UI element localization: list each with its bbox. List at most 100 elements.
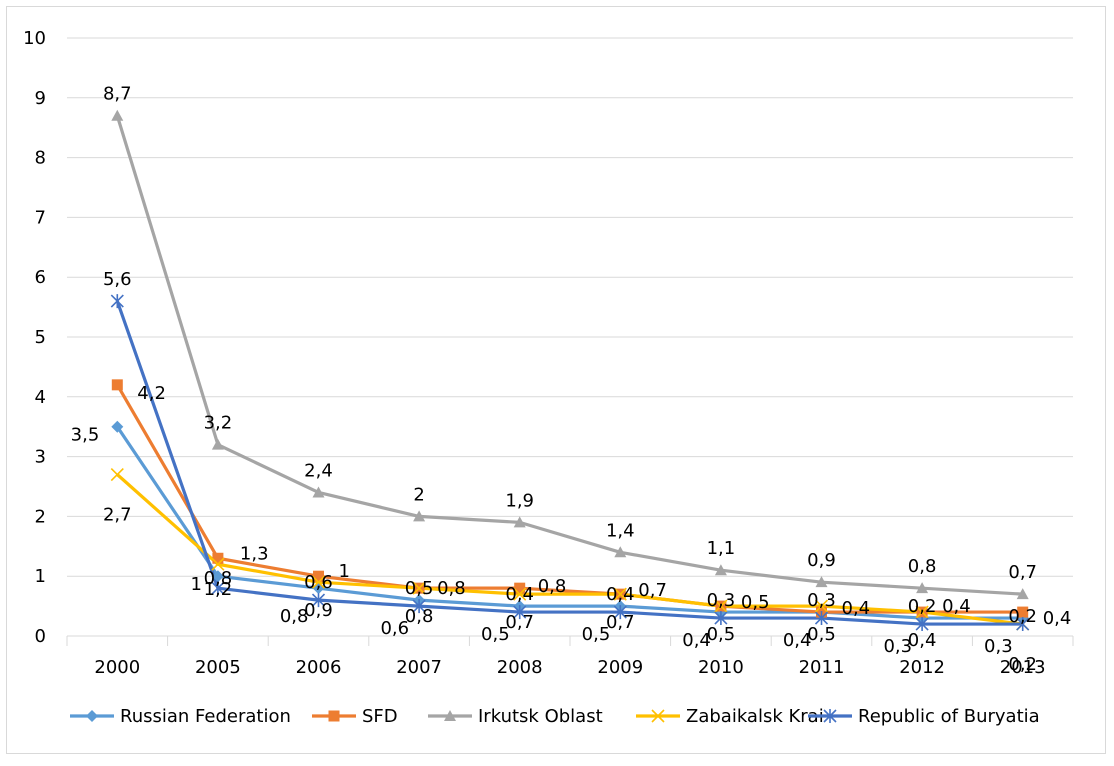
data-point-0	[111, 420, 124, 433]
data-label: 0,8	[280, 606, 309, 627]
data-label: 1,2	[204, 579, 233, 600]
data-label: 0,3	[883, 636, 912, 657]
data-point-4	[613, 605, 627, 620]
y-tick-label: 5	[35, 327, 46, 348]
data-label: 0,4	[1043, 608, 1072, 629]
data-label: 0,9	[807, 550, 836, 571]
data-label: 2,4	[304, 460, 333, 481]
data-label: 0,4	[682, 630, 711, 651]
legend-marker	[86, 710, 98, 722]
data-label: 1	[339, 561, 350, 582]
series-line-4	[115, 300, 1023, 626]
data-label: 0,3	[807, 590, 836, 611]
data-point-3	[814, 599, 829, 613]
x-tick-label: 2010	[698, 657, 744, 678]
data-point-0	[211, 570, 224, 583]
data-label: 0,4	[942, 596, 971, 617]
data-point-1	[111, 379, 123, 391]
data-point-3	[714, 599, 728, 613]
data-label: 0,8	[538, 576, 567, 597]
x-tick-label: 2012	[899, 657, 945, 678]
data-label: 1,3	[240, 543, 269, 564]
data-label: 0,5	[481, 624, 510, 645]
series-line-2	[115, 115, 1023, 596]
y-tick-label: 2	[35, 506, 46, 527]
data-point-2	[312, 486, 325, 498]
y-tick-label: 0	[35, 626, 46, 647]
legend-label[interactable]: Russian Federation	[120, 706, 291, 727]
data-label: 1	[190, 574, 201, 595]
data-label: 0,3	[707, 590, 736, 611]
data-label: 1,1	[707, 538, 736, 559]
x-tick-label: 2000	[94, 657, 140, 678]
data-point-2	[815, 576, 828, 588]
x-tick-label: 2007	[396, 657, 442, 678]
data-point-3	[311, 575, 326, 589]
data-label: 0,6	[304, 572, 333, 593]
legend-marker	[328, 710, 340, 722]
legend-marker	[444, 710, 456, 721]
data-label: 0,5	[707, 624, 736, 645]
data-point-3	[412, 581, 426, 595]
data-label: 0,4	[606, 584, 635, 605]
data-label: 3,2	[204, 413, 233, 434]
data-label: 4,2	[137, 383, 166, 404]
y-tick-label: 9	[35, 88, 46, 109]
data-point-4	[513, 605, 527, 620]
data-label: 3,5	[71, 425, 100, 446]
data-label: 8,7	[103, 84, 132, 105]
legend-label[interactable]: Irkutsk Oblast	[478, 706, 603, 727]
data-label: 0,5	[807, 624, 836, 645]
series-line-3	[116, 473, 1023, 626]
data-label: 0,8	[405, 606, 434, 627]
data-point-4	[110, 294, 124, 309]
legend-label[interactable]: SFD	[362, 706, 398, 727]
data-label: 0,4	[783, 630, 812, 651]
y-tick-label: 8	[35, 148, 46, 169]
data-label: 0,8	[204, 568, 233, 589]
data-label: 0,3	[984, 636, 1013, 657]
data-label: 0,5	[582, 624, 611, 645]
data-point-4	[915, 617, 929, 632]
data-label: 1,4	[606, 520, 635, 541]
data-label: 0,7	[1008, 562, 1037, 583]
data-label: 0,8	[437, 578, 466, 599]
x-tick-label: 2005	[195, 657, 241, 678]
data-label: 0,7	[606, 612, 635, 633]
data-label: 0,5	[741, 592, 770, 613]
data-label: 0,7	[638, 580, 667, 601]
data-point-4	[412, 599, 426, 614]
data-point-2	[211, 438, 224, 450]
data-point-2	[111, 109, 124, 121]
y-tick-label: 3	[35, 447, 46, 468]
data-label: 0,7	[505, 612, 534, 633]
data-point-4	[211, 581, 225, 596]
x-tick-label: 2011	[799, 657, 845, 678]
data-label: 5,6	[103, 269, 132, 290]
data-label: 0,4	[908, 630, 937, 651]
legend-marker	[823, 709, 837, 723]
y-tick-label: 4	[35, 387, 46, 408]
data-label: 0,4	[842, 598, 871, 619]
data-label: 0,2	[908, 596, 937, 617]
data-label: 0,9	[304, 600, 333, 621]
data-point-2	[614, 546, 627, 558]
x-tick-label: 2013	[1000, 657, 1046, 678]
y-tick-label: 7	[35, 207, 46, 228]
data-point-2	[1016, 588, 1029, 600]
legend-label[interactable]: Zabaikalsk Krai	[686, 706, 824, 727]
data-point-4	[1016, 617, 1030, 632]
data-label: 1,9	[505, 490, 534, 511]
data-point-1	[212, 552, 224, 564]
data-point-4	[814, 611, 829, 626]
data-label: 0,6	[380, 618, 409, 639]
data-point-1	[1017, 606, 1029, 618]
data-point-3	[211, 557, 225, 571]
legend-label[interactable]: Republic of Buryatia	[858, 706, 1040, 727]
x-tick-label: 2006	[296, 657, 342, 678]
x-tick-label: 2009	[597, 657, 643, 678]
data-label: 0,2	[1008, 654, 1037, 675]
data-label: 2,7	[103, 505, 132, 526]
series-line-1	[115, 384, 1023, 614]
